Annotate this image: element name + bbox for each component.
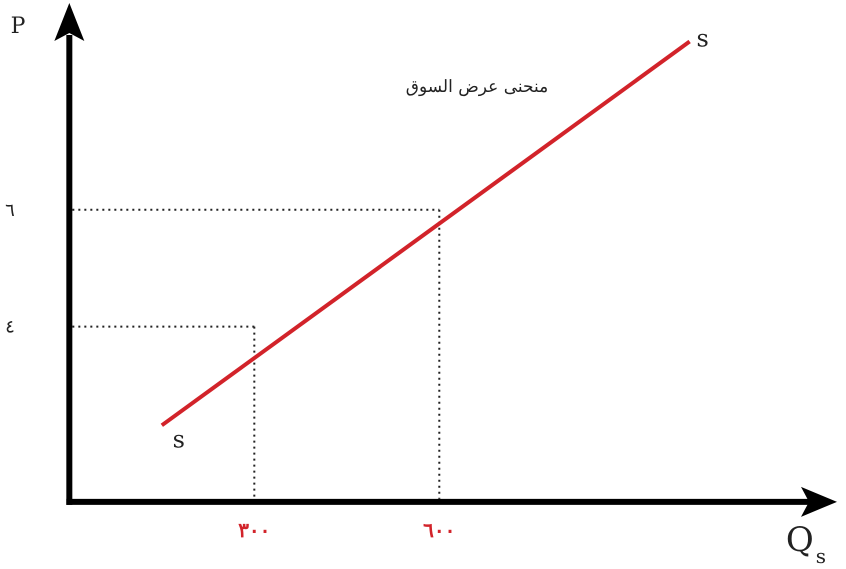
x-axis-arrowhead <box>801 486 837 517</box>
y-tick-label: ٦ <box>5 200 15 221</box>
curve-annotation: منحنى عرض السوق <box>406 77 548 97</box>
y-axis-label: P <box>11 14 26 39</box>
curve-end-label: s <box>696 25 708 53</box>
guide-lines <box>72 208 441 499</box>
x-tick-label: ٣٠٠ <box>238 518 270 542</box>
y-axis-arrowhead <box>54 3 85 41</box>
curve-start-label: s <box>173 425 185 453</box>
x-tick-label: ٦٠٠ <box>423 518 455 542</box>
supply-curve-line <box>160 39 691 427</box>
y-tick-label: ٤ <box>5 317 15 338</box>
x-axis-label-subscript: s <box>816 544 826 568</box>
tick-labels: ٣٠٠ ٤ ٦٠٠ ٦ <box>5 200 455 542</box>
